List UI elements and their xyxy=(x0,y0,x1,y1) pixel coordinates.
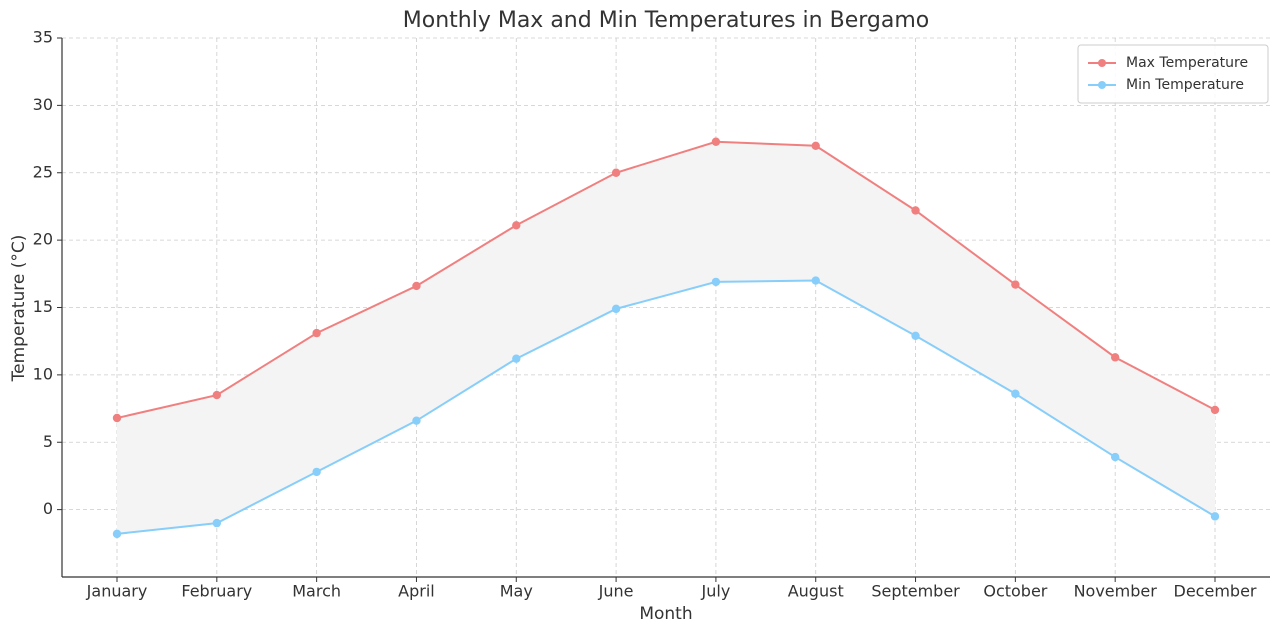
legend-label: Min Temperature xyxy=(1126,77,1244,93)
data-point xyxy=(811,276,820,285)
legend-marker xyxy=(1098,59,1106,67)
x-tick-label: November xyxy=(1074,582,1158,601)
data-point xyxy=(1210,405,1220,415)
y-tick-label: 5 xyxy=(43,432,53,451)
data-point xyxy=(1110,353,1120,362)
data-point xyxy=(512,354,521,363)
data-point xyxy=(212,390,222,400)
data-point xyxy=(1011,389,1020,398)
x-tick-label: December xyxy=(1174,582,1257,601)
legend-marker xyxy=(1098,81,1106,89)
y-tick-label: 15 xyxy=(33,297,53,316)
data-point xyxy=(611,168,621,177)
data-point xyxy=(112,529,122,539)
legend-box xyxy=(1077,44,1269,104)
x-tick-label: August xyxy=(788,582,844,601)
data-point xyxy=(1110,452,1120,462)
range-fill xyxy=(117,141,1215,534)
data-point xyxy=(412,416,421,425)
series-line xyxy=(116,279,1216,535)
x-tick-label: October xyxy=(983,582,1047,601)
x-axis-label: Month xyxy=(639,604,692,624)
x-tick-label: March xyxy=(292,582,341,601)
data-point xyxy=(711,277,721,287)
series-line xyxy=(116,140,1216,419)
data-point xyxy=(711,137,721,146)
data-point xyxy=(412,281,421,291)
x-tick-label: May xyxy=(500,582,533,601)
data-point xyxy=(811,141,820,150)
legend: Max Temperature Min Temperature xyxy=(1077,44,1269,104)
x-tick-label: June xyxy=(598,582,634,601)
x-tick-label: January xyxy=(86,582,148,601)
data-point xyxy=(1210,512,1220,521)
data-point xyxy=(911,206,920,215)
x-tick-label: July xyxy=(701,582,731,601)
data-point xyxy=(312,467,321,477)
x-tick-label: February xyxy=(181,582,252,601)
data-point xyxy=(112,413,122,423)
data-point xyxy=(212,518,222,528)
y-tick-label: 0 xyxy=(43,499,53,518)
data-point xyxy=(911,331,920,340)
y-tick-label: 20 xyxy=(33,230,53,249)
y-tick-label: 10 xyxy=(33,364,53,383)
x-tick-label: September xyxy=(871,582,960,601)
x-tick-label: April xyxy=(398,582,435,601)
chart-title: Monthly Max and Min Temperatures in Berg… xyxy=(403,8,929,33)
y-axis-label: Temperature (°C) xyxy=(9,235,29,383)
legend-label: Max Temperature xyxy=(1126,55,1248,71)
y-tick-label: 35 xyxy=(33,28,53,47)
data-point xyxy=(312,328,321,338)
data-point xyxy=(1011,280,1020,289)
y-tick-label: 30 xyxy=(33,95,53,114)
y-tick-label: 25 xyxy=(33,162,53,181)
data-point xyxy=(611,304,621,314)
data-point xyxy=(512,221,521,230)
plot xyxy=(112,137,1220,539)
